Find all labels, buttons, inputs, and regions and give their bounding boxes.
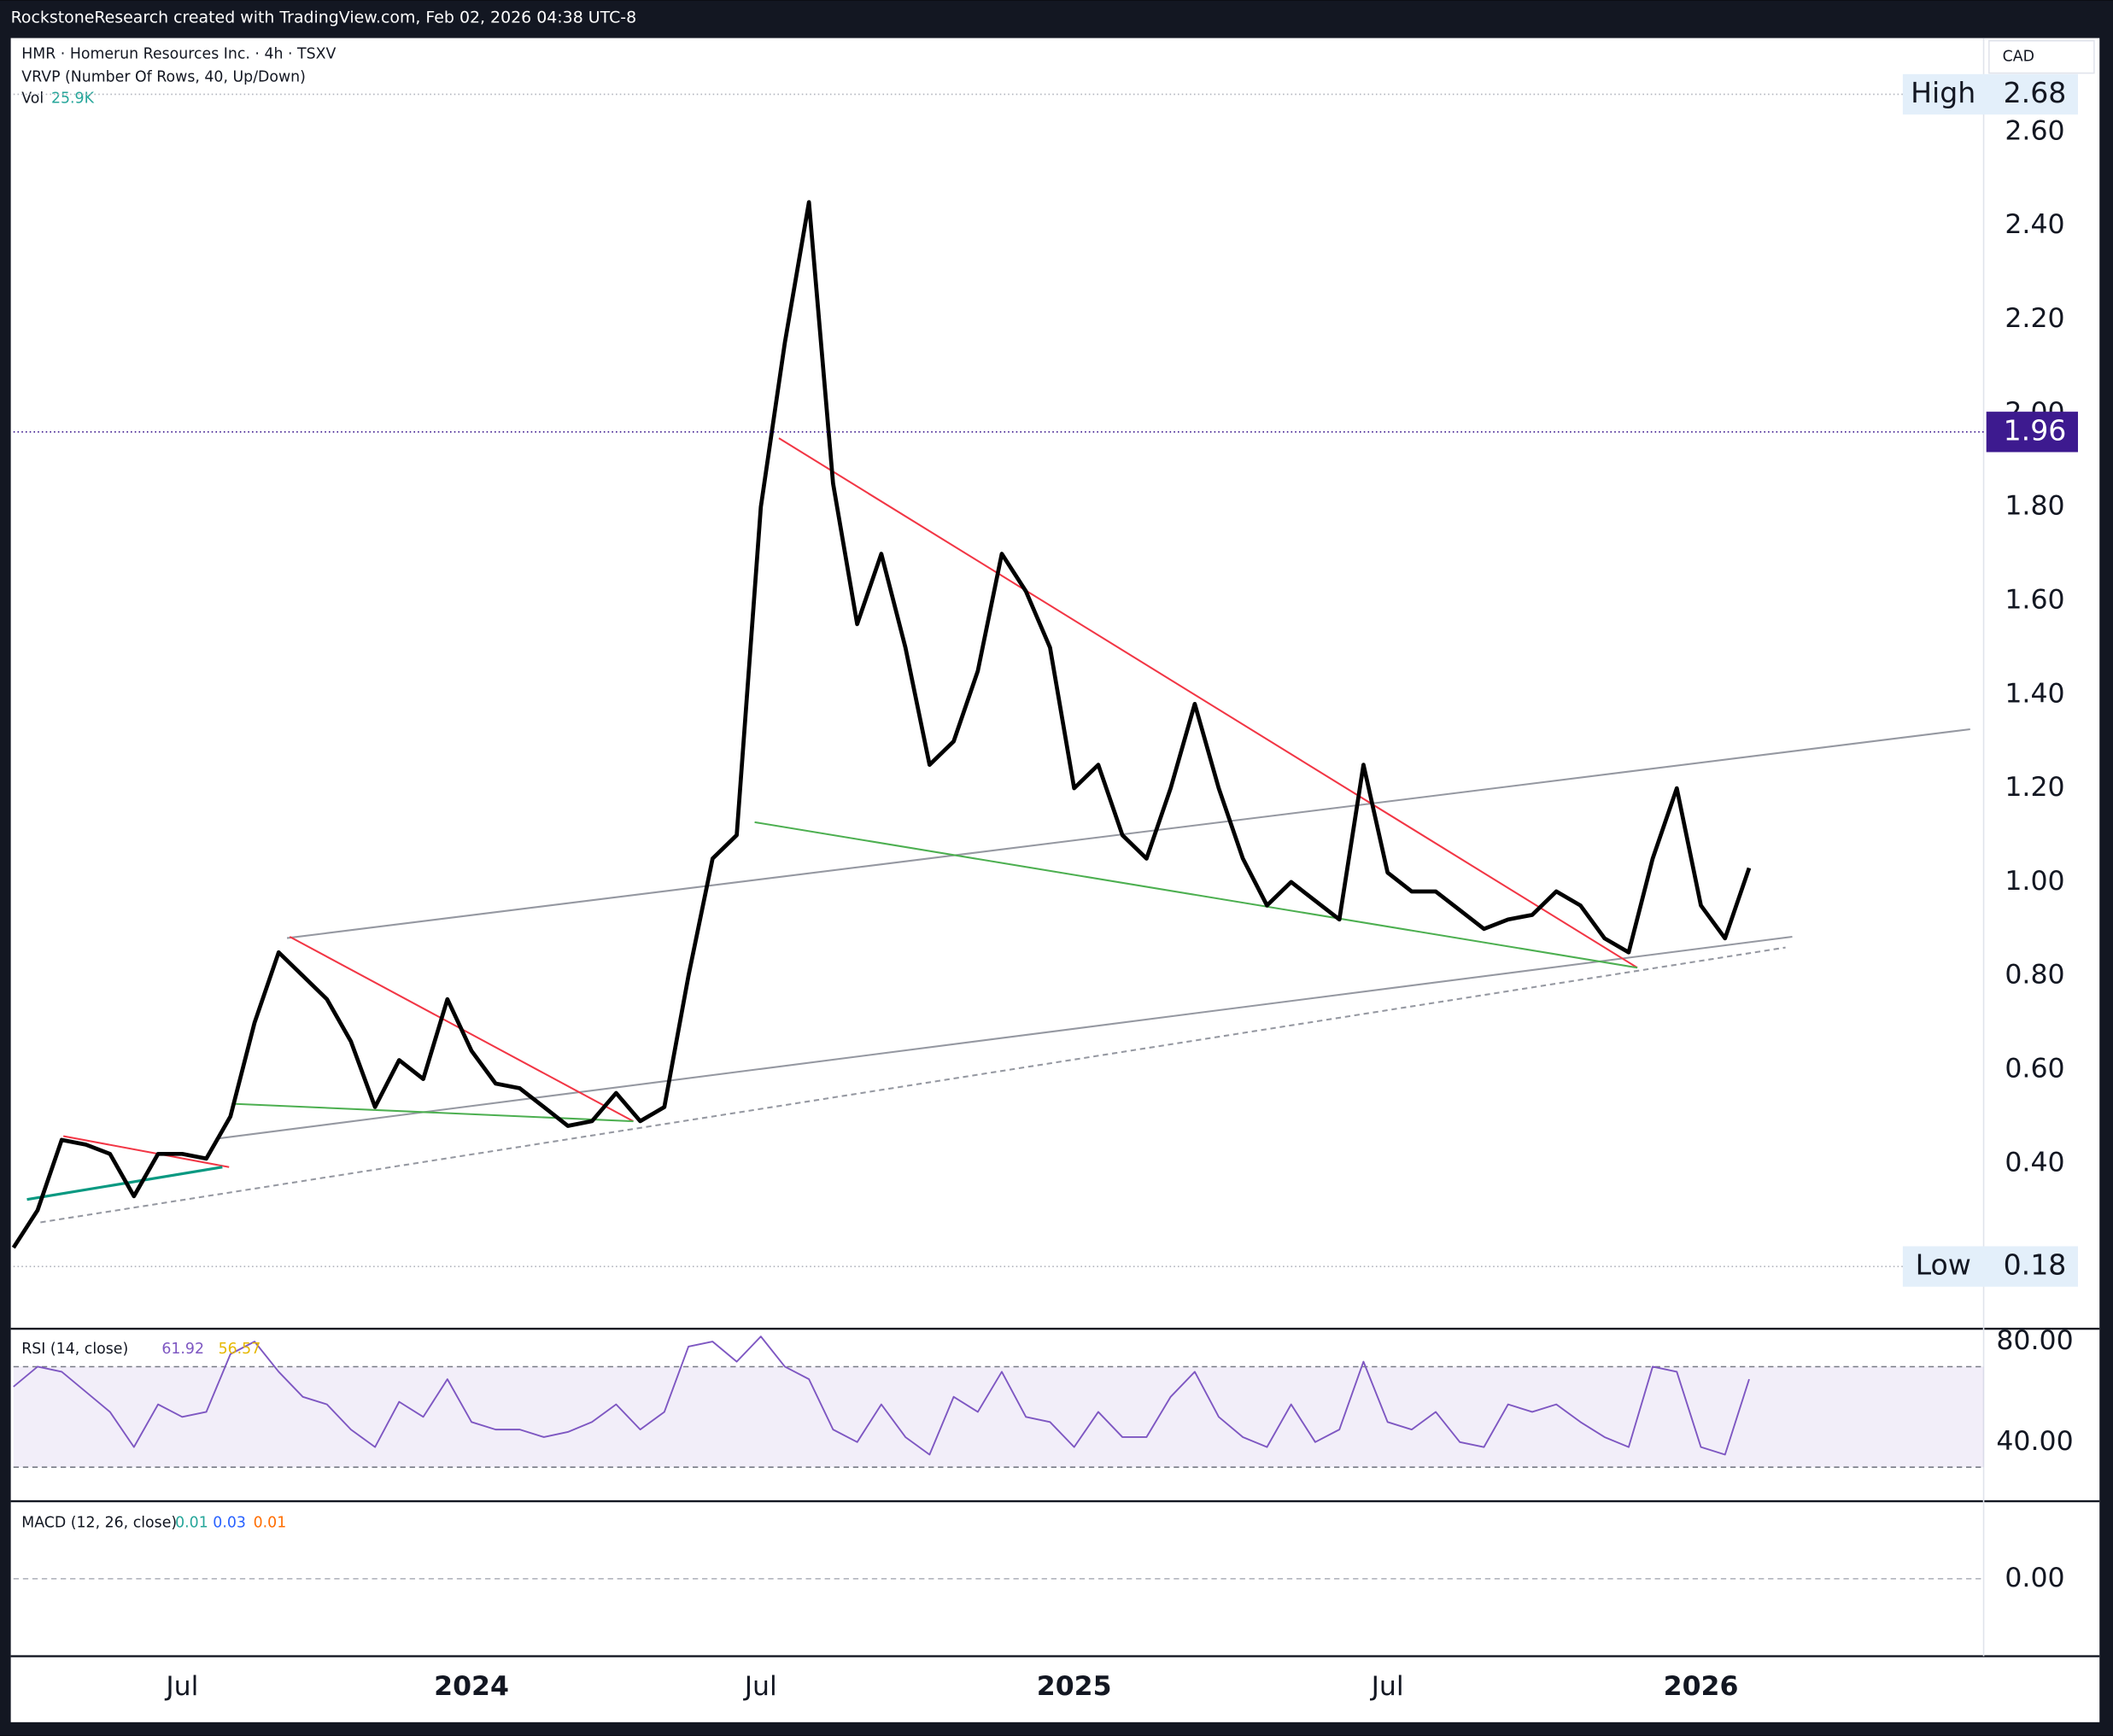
- rsi-value: 61.92: [161, 1341, 204, 1358]
- channel-line: [286, 728, 1970, 939]
- attribution: RockstoneResearch created with TradingVi…: [11, 8, 637, 26]
- y-tick-label: 1.40: [2005, 678, 2064, 709]
- y-tick-label: 2.20: [2005, 303, 2064, 334]
- x-tick-label: Jul: [743, 1671, 777, 1702]
- currency-box: [1988, 39, 2095, 74]
- y-tick-label: 0.00: [2005, 1563, 2064, 1593]
- dashed-line: [40, 946, 1786, 1224]
- y-tick-label: 40.00: [1996, 1426, 2073, 1457]
- macd-title: MACD (12, 26, close): [21, 1514, 177, 1531]
- indicator: VRVP (Number Of Rows, 40, Up/Down): [21, 68, 306, 85]
- y-tick-label: 1.60: [2005, 584, 2064, 615]
- high-value: 2.68: [2004, 76, 2067, 109]
- high-box: [1902, 73, 2078, 115]
- rsi-ma-value: 56.57: [219, 1341, 261, 1358]
- channel-line: [215, 935, 1793, 1140]
- symbol: HMR · Homerun Resources Inc. · 4h · TSXV: [21, 46, 336, 63]
- series-line: [13, 1336, 1750, 1456]
- low-box: [1902, 1246, 2078, 1287]
- low-label: Low: [1916, 1248, 1971, 1282]
- high-label: High: [1911, 76, 1975, 109]
- currency: CAD: [2003, 49, 2034, 66]
- y-tick-label: 2.40: [2005, 209, 2064, 240]
- support-line: [232, 1102, 634, 1123]
- y-tick-label: 1.20: [2005, 772, 2064, 803]
- y-tick-label: 0.80: [2005, 960, 2064, 991]
- volume-value: 25.9K: [51, 91, 95, 108]
- macd-signal-value: 0.01: [254, 1514, 287, 1531]
- support-line: [754, 821, 1638, 969]
- x-tick-label: 2026: [1664, 1671, 1739, 1702]
- y-tick-label: 1.00: [2005, 866, 2064, 897]
- y-tick-label: 0.40: [2005, 1147, 2064, 1178]
- series-line: [11, 200, 1752, 1249]
- resistance-line: [778, 437, 1638, 969]
- macd-histogram-value: 0.01: [175, 1514, 208, 1531]
- x-tick-label: 2024: [434, 1671, 509, 1702]
- rsi-band: [13, 1366, 1984, 1468]
- volume-label: Vol: [21, 91, 44, 108]
- last-price-label: 1.96: [2004, 413, 2067, 447]
- macd-value: 0.03: [213, 1514, 246, 1531]
- y-tick-label: 2.60: [2005, 115, 2064, 146]
- x-tick-label: Jul: [164, 1671, 198, 1702]
- resistance-line: [62, 1135, 230, 1168]
- y-tick-label: 80.00: [1996, 1325, 2073, 1356]
- x-tick-label: 2025: [1037, 1671, 1112, 1702]
- last-price-box: [1986, 412, 2078, 453]
- low-value: 0.18: [2004, 1248, 2067, 1282]
- rsi-title: RSI (14, close): [21, 1341, 128, 1358]
- chart-area: [10, 38, 2100, 1722]
- y-tick-label: 0.60: [2005, 1054, 2064, 1084]
- y-tick-label: 1.80: [2005, 491, 2064, 522]
- x-tick-label: Jul: [1370, 1671, 1404, 1702]
